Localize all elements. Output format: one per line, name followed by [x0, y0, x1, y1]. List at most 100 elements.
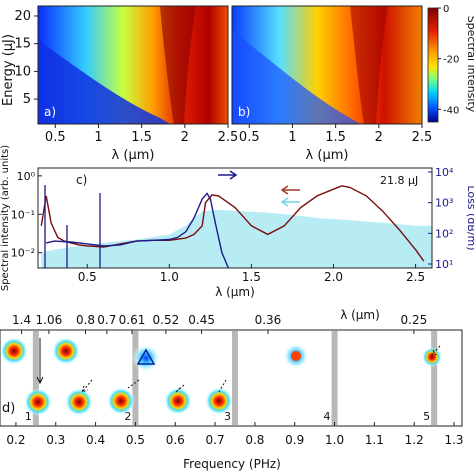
spot-0.45um	[205, 387, 233, 415]
band-separator	[431, 331, 438, 425]
colorbar-ticks: 0 -20 -40	[438, 4, 459, 116]
panel-c-right-tick-label: 10⁴	[435, 166, 454, 179]
panel-a-x-ticks: 0.5 1 1.5 2 2.5	[45, 124, 238, 145]
panel-c-right-tick-label: 10¹	[435, 258, 453, 271]
colorbar-gradient	[427, 7, 439, 123]
panel-c-ylabel-right: Loss (dB/m)	[465, 185, 474, 250]
panel-c-xtick-label: 2.0	[324, 270, 343, 284]
panel-c-ytick-label: 10⁻²	[11, 247, 35, 260]
panel-d-xtick-label: 0.4	[86, 433, 105, 447]
panel-d-xtick-label: 0.6	[166, 433, 185, 447]
spot-2um	[0, 337, 28, 365]
panel-a-y-ticks: 5 10 15 20	[14, 9, 38, 107]
panel-a: a) 0.5 1 1.5 2 2.5 5 10 15 20 λ (μm) Energy (μJ…	[1, 5, 238, 163]
panel-a-ytick-label: 5	[23, 92, 31, 107]
panel-c: c) 21.8 μJ 0.5 1.0 1.5 2.0 2.5 10⁰ 10⁻¹ 10⁻² 1…	[0, 145, 474, 299]
panel-b-xlabel: λ (μm)	[306, 148, 349, 163]
panel-c-xtick-label: 0.5	[78, 270, 97, 284]
panel-d-xtick-label: 0.3	[46, 433, 65, 447]
panel-b-xtick-label: 0.5	[239, 130, 260, 145]
panel-d-toptick-label: 0.36	[255, 313, 282, 327]
panel-b-label: b)	[238, 105, 250, 119]
panel-b-xtick-label: 2.5	[412, 130, 433, 145]
panel-b-xtick-label: 2	[375, 130, 383, 145]
panel-c-label: c)	[76, 173, 87, 187]
spot-arrows	[36, 338, 441, 393]
panel-b-xtick-label: 1.5	[325, 130, 346, 145]
panel-d-bands: 1 2 3 4 5	[25, 331, 438, 425]
panel-d-toptick-label: 0.45	[188, 313, 215, 327]
beam-spots	[0, 337, 442, 416]
panel-d-toptick-label: 1.06	[36, 313, 63, 327]
panel-d-xtick-label: 0.5	[126, 433, 145, 447]
spot-0.8um	[65, 388, 93, 416]
panel-a-ytick-label: 20	[14, 9, 31, 24]
colorbar-tick-label: 0	[443, 4, 449, 15]
arrow-left-cyan	[280, 197, 300, 207]
panel-d-xlabel: Frequency (PHz)	[183, 457, 281, 471]
panel-b: b) 0.5 1 1.5 2 2.5 λ (μm)	[231, 5, 432, 163]
panel-d-toptick-label: 0.61	[119, 313, 146, 327]
panel-c-y-ticks-left: 10⁰ 10⁻¹ 10⁻²	[11, 170, 42, 260]
panel-d-xtick-label: 0.9	[285, 433, 304, 447]
panel-d-xtick-label: 0.2	[6, 433, 25, 447]
band-separator	[231, 331, 238, 425]
panel-d-toptick-label: 0.52	[153, 313, 180, 327]
panel-c-xlabel: λ (μm)	[215, 285, 255, 299]
arrow-right	[218, 170, 238, 180]
panel-a-ylabel: Energy (μJ)	[1, 34, 16, 106]
panel-a-xtick-label: 2.5	[218, 130, 239, 145]
panel-a-xlabel: λ (μm)	[112, 148, 155, 163]
colorbar: 0 -20 -40 Spectral intensity	[427, 4, 474, 123]
spot-0.25um	[422, 347, 442, 367]
panel-c-right-tick-label: 10³	[435, 197, 453, 210]
spot-0.52um	[164, 387, 192, 415]
panel-d-toptick-label: 0.7	[97, 313, 116, 327]
panel-a-xtick-label: 0.5	[45, 130, 66, 145]
panel-d-xtick-label: 0.8	[245, 433, 264, 447]
band-number: 1	[25, 410, 32, 423]
panel-c-ytick-label: 10⁰	[17, 170, 36, 183]
panel-d-toptick-label: 0.25	[401, 313, 428, 327]
panel-d-toptick-label: 1.4	[12, 313, 31, 327]
spot-1.06um	[52, 337, 80, 365]
panel-d-xtick-label: 1.1	[365, 433, 384, 447]
spot-0.61um-mode	[136, 348, 156, 365]
series-fill	[41, 209, 432, 268]
series-line-1	[46, 192, 230, 268]
panel-c-ylabel-left: Spectral intensity (arb. units)	[0, 145, 11, 291]
panel-c-xtick-label: 1.0	[160, 270, 179, 284]
band-number: 4	[324, 410, 331, 423]
panel-a-xtick-label: 1	[94, 130, 102, 145]
panel-b-x-ticks: 0.5 1 1.5 2 2.5	[239, 124, 432, 145]
panel-c-xtick-label: 2.5	[406, 270, 425, 284]
panel-d-xtick-label: 1.0	[325, 433, 344, 447]
band-number: 3	[224, 410, 231, 423]
panel-a-ytick-label: 10	[14, 64, 31, 79]
panel-d-label: d)	[2, 401, 15, 416]
band-number: 2	[124, 410, 131, 423]
series-line-0	[40, 185, 425, 262]
panel-c-right-tick-label: 10²	[435, 227, 453, 240]
heatmap-a-low-energy	[38, 40, 170, 124]
panel-a-xtick-label: 2	[181, 130, 189, 145]
panel-a-xtick-label: 1.5	[131, 130, 152, 145]
spot-0.61um	[132, 344, 160, 372]
panel-c-series	[40, 185, 432, 268]
panel-c-ytick-label: 10⁻¹	[11, 208, 35, 221]
band-separator	[331, 331, 338, 425]
panel-c-x-ticks: 0.5 1.0 1.5 2.0 2.5	[78, 264, 425, 284]
energy-annotation: 21.8 μJ	[380, 174, 418, 187]
panel-d-xtick-label: 1.2	[405, 433, 424, 447]
panel-d-x-ticks: 0.2 0.3 0.4 0.5 0.6 0.7 0.8 0.9 1.0 1.1 1.2 1.3	[6, 422, 464, 447]
panel-d-xtick-label: 0.7	[206, 433, 225, 447]
panel-d-top-ticks: 21.41.060.80.70.610.520.450.360.25	[12, 313, 428, 334]
band-separator	[132, 331, 139, 425]
panel-a-label: a)	[44, 105, 56, 119]
panel-a-ytick-label: 15	[14, 37, 31, 52]
heatmap-b-low-energy	[232, 30, 360, 124]
band-number: 5	[423, 410, 430, 423]
spot-1.4um	[24, 388, 52, 416]
